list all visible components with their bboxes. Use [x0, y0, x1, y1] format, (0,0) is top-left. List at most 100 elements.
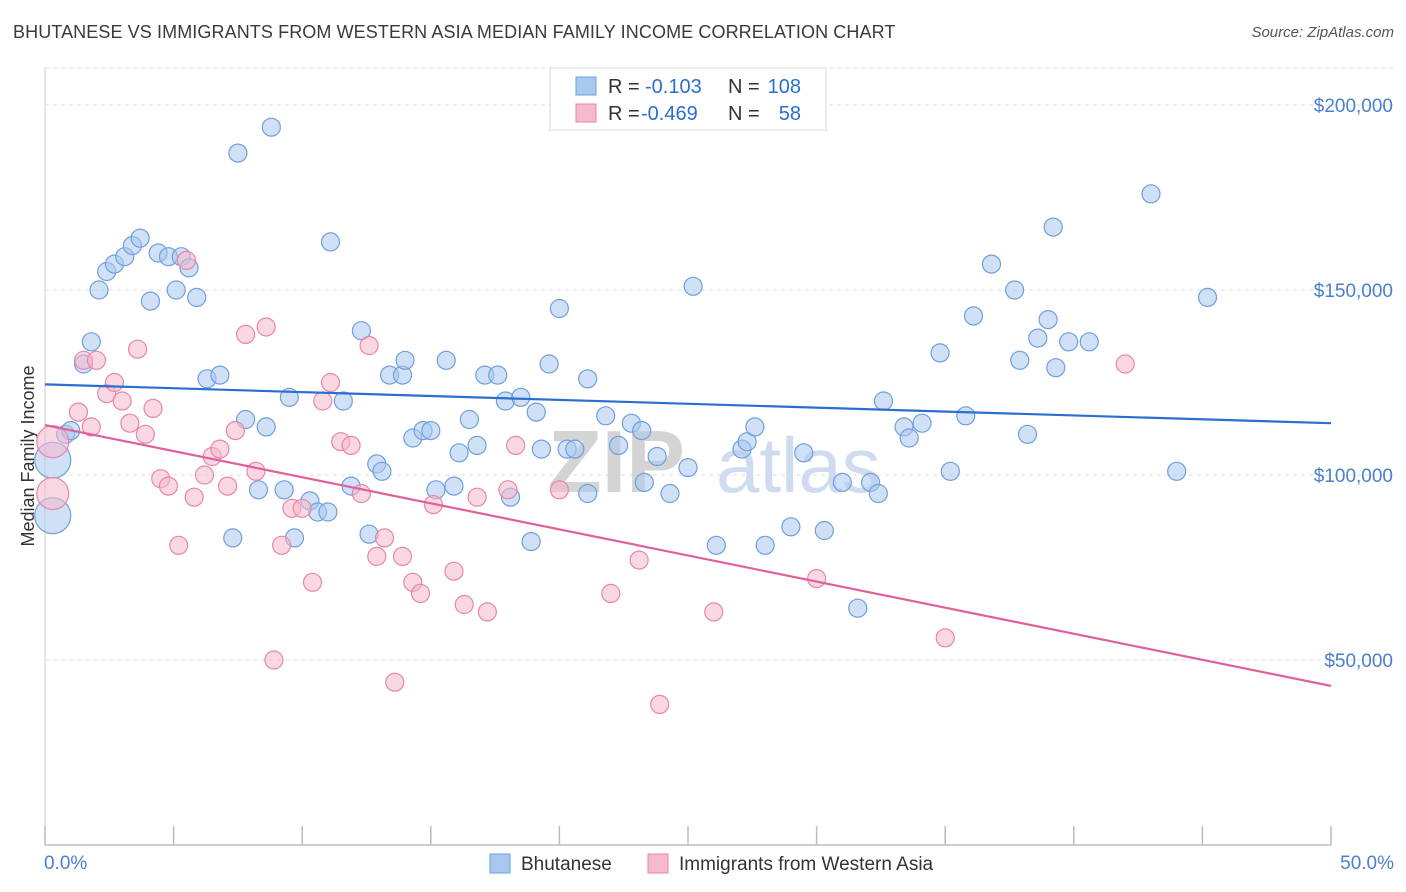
series-bhutanese	[34, 117, 1218, 618]
legend-r-value: -0.469	[641, 103, 698, 125]
legend-n-value: 108	[768, 76, 801, 98]
immigrants-point	[36, 425, 70, 459]
bhutanese-point	[578, 369, 598, 389]
legend-n-label: N =	[728, 103, 760, 125]
bhutanese-point	[140, 291, 161, 311]
bhutanese-point	[539, 354, 559, 374]
immigrants-point	[120, 413, 140, 433]
y-axis-tick-labels: $50,000 $100,000 $150,000 $200,000	[1314, 96, 1393, 672]
bhutanese-point	[632, 421, 652, 441]
bhutanese-point	[1046, 358, 1066, 378]
immigrants-point	[444, 561, 464, 581]
immigrants-point	[112, 391, 132, 411]
bhutanese-point	[223, 528, 243, 548]
bhutanese-point	[318, 502, 338, 522]
immigrants-point	[272, 535, 292, 555]
x-axis-ticks	[44, 826, 1332, 845]
bhutanese-point	[755, 535, 775, 555]
bhutanese-point	[320, 232, 341, 252]
legend-r-label: R =	[608, 76, 640, 98]
legend-swatch-blue	[575, 76, 597, 96]
y-tick-label: $50,000	[1324, 651, 1393, 672]
bhutanese-point	[706, 535, 726, 555]
bottom-legend-label-bhutanese: Bhutanese	[521, 854, 612, 875]
bhutanese-point	[930, 343, 950, 363]
y-tick-label: $150,000	[1314, 281, 1393, 302]
bhutanese-point	[1010, 350, 1030, 370]
immigrants-point	[210, 439, 230, 459]
immigrants-point	[313, 391, 333, 411]
bhutanese-point	[395, 350, 415, 370]
bhutanese-point	[634, 472, 654, 492]
bhutanese-point	[1038, 310, 1058, 330]
immigrants-point	[86, 350, 107, 370]
bhutanese-point	[449, 443, 469, 463]
immigrants-point	[225, 421, 245, 441]
bhutanese-point	[1017, 424, 1038, 444]
immigrants-point	[549, 480, 570, 500]
bhutanese-point	[166, 280, 186, 300]
chart-title: BHUTANESE VS IMMIGRANTS FROM WESTERN ASI…	[13, 22, 896, 42]
immigrants-point	[629, 550, 649, 570]
immigrants-point	[143, 398, 163, 418]
bhutanese-point	[1005, 280, 1025, 300]
immigrants-point	[704, 602, 724, 622]
bhutanese-point	[372, 461, 392, 481]
bhutanese-point	[940, 461, 960, 481]
bhutanese-point	[488, 365, 508, 385]
immigrants-point	[246, 461, 266, 481]
immigrants-point	[1115, 354, 1135, 374]
bhutanese-point	[228, 143, 248, 163]
immigrants-point	[367, 546, 387, 567]
bhutanese-point	[578, 483, 598, 504]
series-legend: Bhutanese Immigrants from Western Asia	[489, 853, 934, 875]
bhutanese-point	[794, 443, 814, 463]
chart-source: Source: ZipAtlas.com	[1251, 24, 1394, 41]
immigrants-point	[385, 672, 405, 692]
immigrants-point	[454, 594, 474, 615]
immigrants-point	[68, 402, 89, 422]
correlation-legend: R = -0.103 N = 108 R = -0.469 N = 58	[549, 67, 827, 131]
bhutanese-point	[256, 417, 276, 437]
bhutanese-point	[89, 280, 109, 300]
bhutanese-point	[873, 391, 894, 411]
bhutanese-point	[1141, 184, 1161, 204]
bhutanese-point	[210, 365, 230, 385]
bhutanese-point	[608, 435, 629, 455]
bhutanese-point	[899, 428, 919, 448]
immigrants-point	[506, 435, 526, 455]
immigrants-point	[320, 372, 341, 393]
bhutanese-point	[351, 321, 371, 341]
bottom-legend-swatch-blue	[489, 853, 511, 874]
immigrants-point	[292, 498, 312, 518]
bhutanese-point	[274, 480, 294, 500]
immigrants-point	[467, 487, 487, 507]
immigrants-point	[36, 476, 70, 511]
bhutanese-point	[526, 402, 546, 422]
bhutanese-point	[1197, 287, 1218, 307]
bottom-legend-swatch-pink	[647, 853, 669, 874]
immigrants-point	[302, 572, 323, 592]
immigrants-point	[158, 476, 179, 496]
immigrants-point	[104, 372, 125, 393]
bottom-legend-label-immigrants: Immigrants from Western Asia	[679, 854, 934, 875]
immigrants-point	[374, 528, 395, 548]
immigrants-point	[601, 583, 621, 604]
bhutanese-point	[683, 276, 703, 296]
bhutanese-point	[511, 387, 531, 407]
bhutanese-point	[848, 598, 868, 618]
immigrants-point	[392, 546, 413, 567]
immigrants-point	[477, 602, 497, 622]
bhutanese-point	[678, 458, 698, 478]
bhutanese-point	[1079, 332, 1099, 352]
bhutanese-point	[660, 483, 680, 504]
x-tick-label-max: 50.0%	[1340, 853, 1394, 874]
immigrants-point	[264, 650, 284, 670]
trend-lines	[44, 383, 1332, 687]
grid-lines	[45, 67, 1394, 661]
bhutanese-point	[81, 332, 101, 352]
bhutanese-point	[745, 417, 765, 437]
bhutanese-point	[261, 117, 281, 137]
bhutanese-point	[1167, 461, 1187, 481]
